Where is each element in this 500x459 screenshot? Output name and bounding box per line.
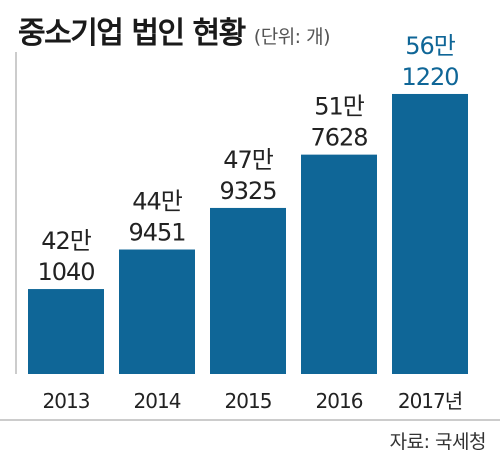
x-tick-label-4: 2017년 [398,389,462,413]
chart-unit: (단위: 개) [253,26,331,48]
source-note: 자료: 국세청 [389,431,487,453]
x-tick-labels-group: 2013 2014 2015 2016 2017년 [43,389,464,413]
bar-1 [119,249,195,374]
value-label-top-4: 56만 [405,32,456,60]
x-tick-label-3: 2016 [316,389,363,413]
x-tick-label-2: 2015 [225,389,272,413]
value-label-top-1: 44만 [132,188,183,216]
value-label-top-3: 51만 [314,93,365,121]
value-label-bottom-2: 9325 [219,177,276,205]
chart-title-row: 중소기업 법인 현황 (단위: 개) [18,8,331,52]
value-label-bottom-0: 1040 [37,258,94,286]
bar-4 [392,93,468,374]
value-label-bottom-3: 7628 [310,124,367,152]
bars-group [28,93,468,374]
x-tick-label-0: 2013 [43,389,90,413]
bar-2 [210,207,286,374]
bar-0 [28,289,104,374]
value-labels-group: 42만 1040 44만 9451 47만 9325 51만 7628 56만 1220 [37,32,459,286]
value-label-bottom-4: 1220 [401,63,458,91]
bar-3 [301,154,377,374]
value-label-bottom-1: 9451 [128,219,185,247]
value-label-top-2: 47만 [223,146,274,174]
chart-title: 중소기업 법인 현황 [18,16,246,51]
x-tick-label-1: 2014 [134,389,181,413]
value-label-top-0: 42만 [41,227,92,255]
